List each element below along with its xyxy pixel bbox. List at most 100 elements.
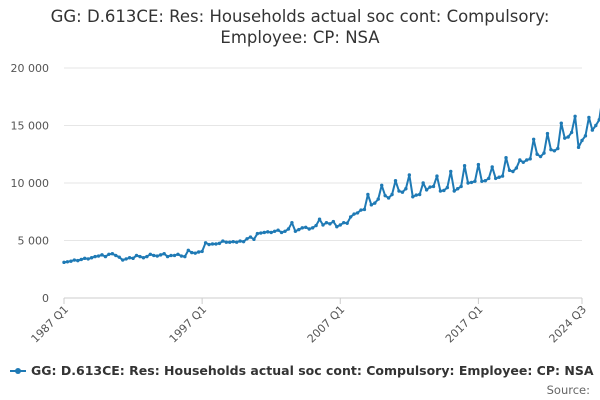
data-point [507, 168, 512, 173]
data-point [393, 179, 398, 183]
series-group [62, 107, 600, 265]
data-point [165, 254, 170, 259]
data-point [424, 188, 429, 192]
data-point [535, 152, 539, 156]
data-point [317, 217, 322, 221]
data-point [93, 254, 97, 259]
axes: 0 5 000 10 000 15 000 20 000 1987 Q1 1997 Q1 20… [11, 62, 590, 345]
data-point [383, 193, 387, 198]
data-point [580, 138, 584, 143]
data-point [186, 248, 191, 252]
data-point [283, 229, 287, 233]
chart-title-line-2: Employee: CP: NSA [220, 28, 380, 47]
data-point [376, 197, 380, 201]
data-point [276, 228, 280, 232]
x-tick-label: 2017 Q1 [443, 303, 486, 346]
data-point [297, 227, 301, 232]
data-point [179, 254, 184, 258]
data-point [172, 253, 177, 258]
x-tick-label: 2007 Q1 [305, 303, 348, 346]
data-point [152, 253, 156, 258]
data-point [414, 193, 418, 197]
data-point [121, 258, 125, 262]
data-point [338, 223, 342, 227]
data-point [310, 226, 315, 230]
data-point [452, 189, 456, 193]
data-point [307, 227, 311, 231]
data-point [380, 183, 384, 187]
data-point [397, 189, 401, 193]
data-point [269, 230, 273, 235]
data-point [286, 227, 291, 231]
data-point [576, 145, 581, 150]
data-point [542, 151, 546, 155]
data-point [573, 114, 577, 119]
data-point [228, 240, 232, 244]
data-point [183, 254, 187, 259]
data-point [324, 220, 329, 225]
data-point [76, 258, 80, 263]
data-point [231, 239, 235, 244]
chart-title: GG: D.613CE: Res: Households actual soc … [0, 6, 600, 48]
data-point [241, 239, 246, 244]
data-point [100, 253, 104, 257]
legend[interactable]: GG: D.613CE: Res: Households actual soc … [10, 363, 594, 378]
data-point [89, 256, 94, 260]
data-point [552, 149, 557, 153]
data-point [487, 176, 491, 181]
data-point [141, 256, 146, 260]
data-point [469, 180, 474, 185]
y-tick-label: 5 000 [18, 235, 50, 248]
source-label: Source: [546, 383, 590, 397]
data-point [300, 226, 304, 230]
data-point [525, 158, 529, 162]
data-point [134, 253, 139, 258]
data-point [72, 258, 77, 262]
data-point [435, 174, 439, 178]
data-point [155, 254, 159, 258]
data-point [255, 231, 260, 236]
data-point [352, 212, 356, 216]
data-point [110, 252, 115, 256]
data-point [196, 250, 201, 254]
data-point [500, 174, 505, 178]
data-point [545, 131, 550, 136]
data-point [203, 241, 208, 245]
data-point [65, 260, 70, 264]
x-tick-label: 1997 Q1 [167, 303, 210, 346]
data-point [528, 157, 532, 161]
data-point [214, 242, 218, 246]
data-point [455, 187, 460, 191]
data-point [200, 249, 204, 254]
data-point [169, 253, 173, 258]
data-point [428, 185, 432, 189]
data-point [390, 192, 394, 197]
data-point [234, 240, 239, 244]
data-point [259, 231, 263, 235]
data-point [417, 192, 422, 197]
data-point [107, 252, 111, 256]
data-point [217, 241, 222, 246]
data-point [245, 237, 249, 241]
data-point [359, 208, 363, 212]
data-point [462, 164, 467, 168]
data-point [449, 169, 453, 174]
data-point [138, 254, 142, 259]
series-line [63, 107, 600, 264]
data-point [314, 223, 318, 228]
data-point [345, 221, 349, 225]
data-point [124, 257, 128, 261]
data-point [386, 196, 391, 200]
data-point [252, 237, 256, 242]
data-point [114, 253, 118, 258]
data-point [597, 118, 600, 122]
data-point [504, 156, 508, 160]
data-point [279, 230, 284, 235]
data-point [411, 195, 415, 199]
data-point [335, 225, 339, 229]
y-tick-label: 15 000 [11, 120, 50, 133]
x-tick-label: 2024 Q3 [547, 303, 590, 346]
data-point [407, 173, 412, 177]
data-point [483, 179, 488, 183]
